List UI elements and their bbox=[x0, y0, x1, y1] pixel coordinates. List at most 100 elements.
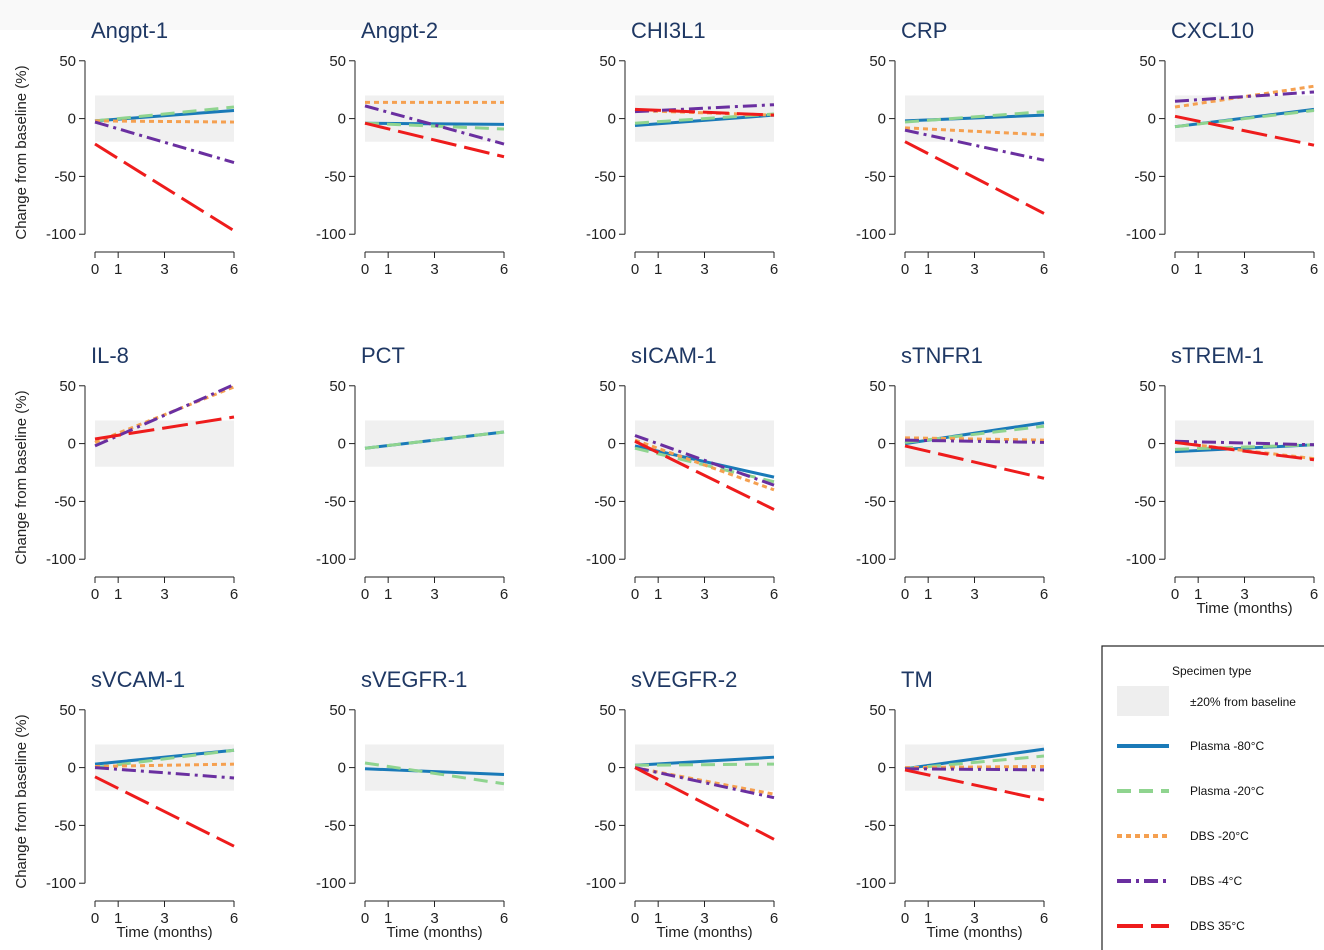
x-axis-label: Time (months) bbox=[116, 924, 212, 941]
x-axis-label: Time (months) bbox=[1196, 600, 1292, 617]
series-line-svegfr-2-plasma-20-c bbox=[634, 762, 775, 767]
x-tick-label-il-8: 1 bbox=[114, 586, 122, 603]
series-line-angpt-2-dbs-35-c bbox=[364, 121, 505, 159]
y-tick-label-crp: -50 bbox=[864, 168, 886, 185]
panel-title-svegfr-2: sVEGFR-2 bbox=[631, 667, 737, 692]
y-tick-label-cxcl10: 0 bbox=[1148, 111, 1156, 128]
x-tick-label-svegfr-2: 3 bbox=[700, 910, 708, 927]
y-tick-label-crp: 0 bbox=[878, 111, 886, 128]
x-tick-label-angpt-2: 6 bbox=[500, 261, 508, 278]
series-line-pct-plasma-20-c bbox=[364, 430, 505, 450]
series-line-il-8-dbs-35-c bbox=[94, 415, 235, 441]
y-tick-label-chi3l1: -50 bbox=[594, 168, 616, 185]
y-axis-label: Change from baseline (%) bbox=[13, 390, 30, 564]
series-line-chi3l1-dbs-4-c bbox=[634, 103, 775, 114]
x-tick-label-strem-1: 6 bbox=[1310, 586, 1318, 603]
x-tick-label-il-8: 6 bbox=[230, 586, 238, 603]
x-tick-label-svcam-1: 0 bbox=[91, 910, 99, 927]
x-tick-label-strem-1: 0 bbox=[1171, 586, 1179, 603]
series-line-svegfr-2-dbs-35-c bbox=[634, 766, 775, 841]
y-tick-label-tm: 0 bbox=[878, 760, 886, 777]
x-tick-label-stnfr1: 6 bbox=[1040, 586, 1048, 603]
panel-title-strem-1: sTREM-1 bbox=[1171, 343, 1264, 368]
x-tick-label-strem-1: 1 bbox=[1194, 586, 1202, 603]
y-tick-label-svegfr-1: -100 bbox=[316, 875, 346, 892]
reference-band-pct bbox=[365, 420, 504, 467]
x-tick-label-angpt-1: 6 bbox=[230, 261, 238, 278]
series-line-angpt-2-dbs-4-c bbox=[364, 104, 505, 146]
x-tick-label-svegfr-2: 1 bbox=[654, 910, 662, 927]
y-tick-label-sicam-1: -100 bbox=[586, 551, 616, 568]
panel-title-chi3l1: CHI3L1 bbox=[631, 18, 706, 43]
series-line-stnfr1-dbs-35-c bbox=[904, 444, 1045, 480]
legend-band-label: ±20% from baseline bbox=[1190, 695, 1296, 709]
x-tick-label-tm: 1 bbox=[924, 910, 932, 927]
x-tick-label-svegfr-2: 6 bbox=[770, 910, 778, 927]
x-tick-label-tm: 6 bbox=[1040, 910, 1048, 927]
y-tick-label-svegfr-2: -50 bbox=[594, 817, 616, 834]
series-line-svegfr-2-dbs-4-c bbox=[634, 766, 775, 800]
y-tick-label-pct: -100 bbox=[316, 551, 346, 568]
y-tick-label-angpt-2: 50 bbox=[329, 53, 346, 70]
x-tick-label-svcam-1: 1 bbox=[114, 910, 122, 927]
y-tick-label-pct: -50 bbox=[324, 493, 346, 510]
panel-title-angpt-1: Angpt-1 bbox=[91, 18, 168, 43]
x-tick-label-cxcl10: 3 bbox=[1240, 261, 1248, 278]
y-tick-label-pct: 0 bbox=[338, 436, 346, 453]
y-tick-label-svegfr-2: 0 bbox=[608, 760, 616, 777]
x-tick-label-angpt-2: 1 bbox=[384, 261, 392, 278]
x-tick-label-angpt-1: 0 bbox=[91, 261, 99, 278]
y-tick-label-sicam-1: -50 bbox=[594, 493, 616, 510]
x-tick-label-crp: 0 bbox=[901, 261, 909, 278]
series-line-cxcl10-dbs-4-c bbox=[1174, 90, 1315, 103]
reference-band-angpt-2 bbox=[365, 95, 504, 142]
y-tick-label-angpt-1: -100 bbox=[46, 226, 76, 243]
x-tick-label-sicam-1: 3 bbox=[700, 586, 708, 603]
x-tick-label-angpt-1: 1 bbox=[114, 261, 122, 278]
y-tick-label-tm: 50 bbox=[869, 702, 886, 719]
reference-band-svegfr-2 bbox=[635, 744, 774, 791]
panel-title-cxcl10: CXCL10 bbox=[1171, 18, 1254, 43]
x-tick-label-angpt-2: 3 bbox=[430, 261, 438, 278]
series-line-svcam-1-plasma-20-c bbox=[94, 748, 235, 770]
series-line-crp-dbs-4-c bbox=[904, 128, 1045, 162]
series-line-sicam-1-dbs-20-c bbox=[634, 438, 775, 492]
legend-title: Specimen type bbox=[1172, 664, 1252, 678]
y-tick-label-il-8: -50 bbox=[54, 493, 76, 510]
series-line-chi3l1-dbs-35-c bbox=[634, 107, 775, 117]
x-tick-label-chi3l1: 0 bbox=[631, 261, 639, 278]
x-tick-label-sicam-1: 6 bbox=[770, 586, 778, 603]
y-tick-label-il-8: 0 bbox=[68, 436, 76, 453]
legend-label-plasma-20-c: Plasma -20°C bbox=[1190, 784, 1264, 798]
y-tick-label-sicam-1: 50 bbox=[599, 378, 616, 395]
y-tick-label-stnfr1: 50 bbox=[869, 378, 886, 395]
y-tick-label-svegfr-1: -50 bbox=[324, 817, 346, 834]
x-tick-label-pct: 6 bbox=[500, 586, 508, 603]
y-tick-label-angpt-2: -100 bbox=[316, 226, 346, 243]
series-line-il-8-dbs-20-c bbox=[94, 385, 235, 444]
y-tick-label-sicam-1: 0 bbox=[608, 436, 616, 453]
series-line-sicam-1-dbs-35-c bbox=[634, 439, 775, 511]
y-tick-label-chi3l1: 50 bbox=[599, 53, 616, 70]
y-tick-label-stnfr1: -50 bbox=[864, 493, 886, 510]
y-tick-label-stnfr1: 0 bbox=[878, 436, 886, 453]
x-tick-label-cxcl10: 0 bbox=[1171, 261, 1179, 278]
x-tick-label-chi3l1: 1 bbox=[654, 261, 662, 278]
y-tick-label-cxcl10: -100 bbox=[1126, 226, 1156, 243]
x-tick-label-svegfr-1: 3 bbox=[430, 910, 438, 927]
y-tick-label-cxcl10: 50 bbox=[1139, 53, 1156, 70]
x-tick-label-svcam-1: 6 bbox=[230, 910, 238, 927]
y-tick-label-chi3l1: -100 bbox=[586, 226, 616, 243]
x-tick-label-crp: 3 bbox=[970, 261, 978, 278]
y-tick-label-il-8: -100 bbox=[46, 551, 76, 568]
x-tick-label-crp: 6 bbox=[1040, 261, 1048, 278]
x-tick-label-angpt-2: 0 bbox=[361, 261, 369, 278]
series-line-angpt-1-dbs-35-c bbox=[94, 142, 235, 233]
series-line-cxcl10-plasma-20-c bbox=[1174, 109, 1315, 129]
y-tick-label-crp: 50 bbox=[869, 53, 886, 70]
x-tick-label-svegfr-2: 0 bbox=[631, 910, 639, 927]
series-line-cxcl10-dbs-20-c bbox=[1174, 84, 1315, 109]
x-tick-label-pct: 0 bbox=[361, 586, 369, 603]
x-tick-label-stnfr1: 1 bbox=[924, 586, 932, 603]
watermark-strip bbox=[0, 0, 1324, 30]
